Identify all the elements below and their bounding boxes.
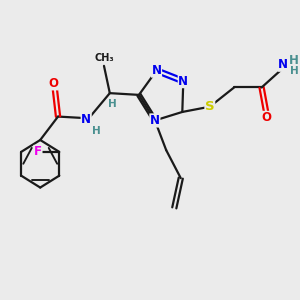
Text: N: N (278, 58, 288, 71)
Text: H: H (289, 54, 299, 67)
Text: F: F (34, 146, 42, 158)
Text: N: N (178, 75, 188, 88)
Text: H: H (92, 126, 100, 136)
Text: N: N (150, 114, 160, 127)
Text: O: O (261, 111, 272, 124)
Text: N: N (152, 64, 161, 77)
Text: S: S (205, 100, 214, 113)
Text: N: N (81, 112, 91, 125)
Text: H: H (290, 66, 298, 76)
Text: CH₃: CH₃ (94, 53, 114, 63)
Text: H: H (108, 99, 117, 109)
Text: O: O (48, 77, 58, 90)
